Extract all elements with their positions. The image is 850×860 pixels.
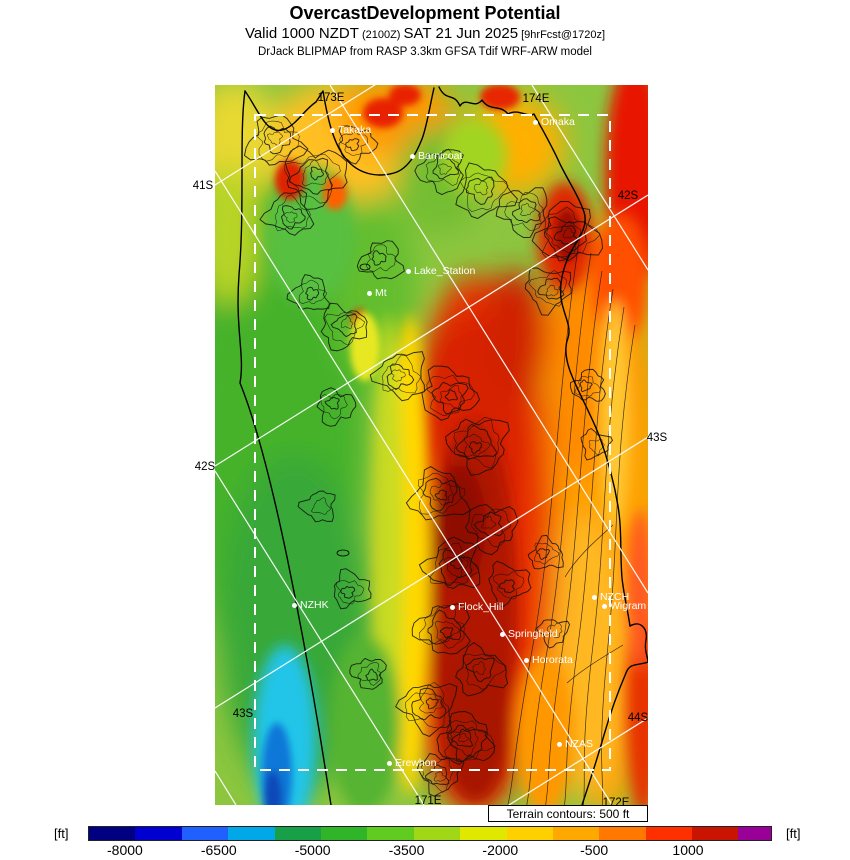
colorbar-tick-label: -500 xyxy=(580,842,609,858)
terrain-note-text: Terrain contours: 500 ft xyxy=(506,806,630,821)
graticule xyxy=(215,85,648,805)
colorbar-tick-label: -6500 xyxy=(200,842,237,858)
graticule-label: 42S xyxy=(194,461,216,473)
terrain-contours xyxy=(243,114,614,797)
colorbar-tick-label: -5000 xyxy=(294,842,331,858)
valid-zulu: (2100Z) xyxy=(358,29,404,41)
lakes xyxy=(336,263,371,557)
model-line: DrJack BLIPMAP from RASP 3.3km GFSA Tdif… xyxy=(257,46,592,58)
colorbar-segment xyxy=(367,827,414,840)
valid-fcst: [9hrFcst@1720z] xyxy=(518,29,606,41)
coastline xyxy=(237,86,648,805)
colorbar-ticks: -8000 -6500 -5000 -3500 -2000 -500 1000 xyxy=(88,841,772,859)
colorbar-segment xyxy=(552,827,600,840)
valid-time: Valid 1000 NZDT xyxy=(244,25,359,42)
colorbar-segment xyxy=(181,827,229,840)
header: OvercastDevelopment Potential Valid 1000… xyxy=(0,3,850,59)
map-svg xyxy=(215,85,648,805)
valid-date: SAT 21 Jun 2025 xyxy=(403,25,519,42)
colorbar-segment xyxy=(89,827,136,840)
rivers xyxy=(564,524,624,684)
valid-line: Valid 1000 NZDT (2100Z) SAT 21 Jun 2025 … xyxy=(0,25,850,44)
terrain-contours-note: Terrain contours: 500 ft xyxy=(488,805,648,822)
colorbar-tick-label: 1000 xyxy=(672,842,704,858)
graticule-label: 41S xyxy=(192,180,214,192)
colorbar-segment xyxy=(692,827,739,840)
colorbar-tick-label: -8000 xyxy=(107,842,143,858)
colorbar-segment xyxy=(460,827,507,840)
colorbar-gradient xyxy=(88,826,772,841)
colorbar-segment xyxy=(274,827,321,840)
colorbar-segment xyxy=(228,827,275,840)
colorbar: [ft] -8000 -6500 -5000 -3500 -2000 -500 1000 [… xyxy=(0,824,850,860)
colorbar-unit-right: [ft] xyxy=(786,826,801,841)
colorbar-segment xyxy=(135,827,182,840)
colorbar-unit-left: [ft] xyxy=(54,826,69,841)
page-title: OvercastDevelopment Potential xyxy=(289,3,561,23)
domain-boundary xyxy=(254,114,611,771)
colorbar-segment xyxy=(645,827,693,840)
colorbar-segment xyxy=(320,827,368,840)
colorbar-tick-label: -2000 xyxy=(482,842,519,858)
colorbar-segment xyxy=(506,827,553,840)
potential-field xyxy=(215,85,648,805)
colorbar-segment xyxy=(413,827,461,840)
map-container: Takaka Omaka Barnicoat Lake_Station Mt NZHK Fl… xyxy=(215,85,648,805)
colorbar-segment xyxy=(599,827,646,840)
graticule-label: 43S xyxy=(646,432,668,444)
colorbar-tick-label: -3500 xyxy=(388,842,425,858)
colorbar-segment xyxy=(738,827,771,840)
